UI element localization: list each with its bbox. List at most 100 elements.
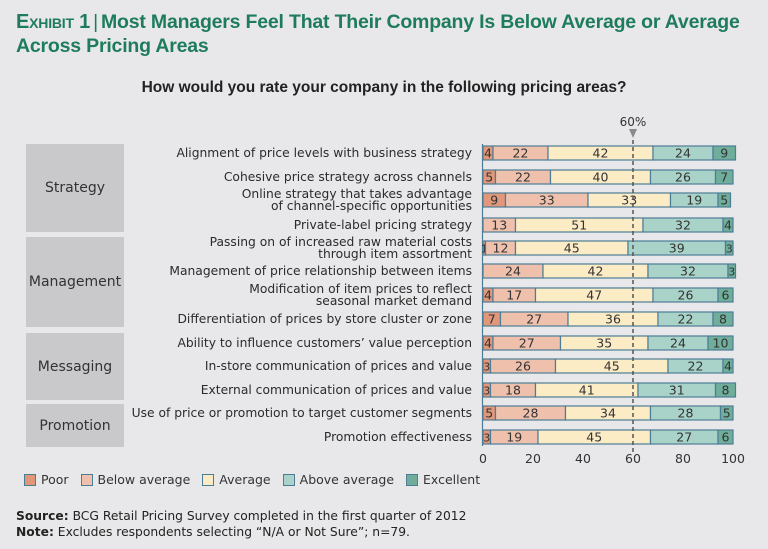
data-label: 5: [720, 193, 728, 208]
footer: Source: BCG Retail Pricing Survey comple…: [16, 508, 466, 540]
data-label: 19: [686, 193, 702, 208]
data-label: 24: [670, 336, 686, 351]
bar-segment-excellent: [717, 429, 734, 445]
row-label: Alignment of price levels with business …: [176, 147, 472, 159]
data-label: 17: [506, 288, 522, 303]
data-label: 6: [722, 430, 730, 445]
bar-segment-excellent: [714, 169, 734, 185]
legend-label: Excellent: [423, 472, 481, 487]
data-label: 32: [680, 264, 696, 279]
legend-label: Above average: [299, 472, 395, 487]
chart-question: How would you rate your company in the f…: [141, 79, 627, 96]
legend-swatch-average: [202, 473, 215, 486]
data-label: 7: [720, 170, 728, 185]
data-label: 28: [678, 406, 694, 421]
data-label: 7: [488, 312, 496, 327]
note-label: Note:: [16, 525, 54, 539]
row-label-line: seasonal market demand: [315, 294, 472, 308]
row-label-line: Ability to influence customers’ value pe…: [177, 336, 472, 350]
data-label: 26: [678, 288, 694, 303]
legend-swatch-excellent: [406, 473, 419, 486]
data-label: 27: [519, 336, 535, 351]
data-label: 18: [505, 383, 521, 398]
bar-segment-excellent: [712, 311, 734, 327]
data-label: 22: [515, 170, 531, 185]
data-label: 32: [675, 218, 691, 233]
data-label: 22: [678, 312, 694, 327]
data-label: 4: [484, 146, 492, 161]
bar-segment-excellent: [712, 145, 737, 161]
exhibit-title-text: Most Managers Feel That Their Company Is…: [16, 11, 740, 57]
group-box-management: Management: [26, 237, 124, 327]
x-tick-label: 60: [625, 451, 641, 466]
x-tick-label: 0: [479, 451, 487, 466]
row-label: In-store communication of prices and val…: [205, 360, 472, 372]
data-label: 3: [483, 361, 490, 374]
source-text: BCG Retail Pricing Survey completed in t…: [68, 509, 467, 523]
legend-item-average: Average: [202, 472, 271, 487]
x-tick-label: 80: [675, 451, 691, 466]
reference-line-label: 60%: [620, 115, 647, 129]
data-label: 4: [724, 218, 732, 233]
data-label: 8: [722, 383, 730, 398]
row-label-line: Passing on of increased raw material cos…: [209, 235, 472, 249]
data-label: 51: [571, 218, 587, 233]
bar-segment-excellent: [717, 287, 734, 303]
data-label: 24: [675, 146, 691, 161]
row-label-line: Use of price or promotion to target cust…: [131, 406, 472, 420]
data-label: 42: [588, 264, 604, 279]
legend-swatch-poor: [24, 473, 36, 486]
source-label: Source:: [16, 509, 69, 523]
legend-item-poor: Poor: [24, 472, 69, 487]
legend-label: Poor: [41, 472, 69, 487]
data-label: 45: [564, 241, 580, 256]
group-label: Management: [28, 274, 122, 290]
data-label: 12: [493, 241, 509, 256]
row-label-line: Differentiation of prices by store clust…: [177, 312, 472, 326]
row-label: External communication of prices and val…: [201, 384, 472, 396]
source-note: Source: BCG Retail Pricing Survey comple…: [16, 508, 466, 524]
data-label: 5: [485, 406, 493, 421]
bar-segment-excellent: [719, 405, 734, 421]
row-label-line: through item assortment: [318, 247, 472, 261]
row-label: Cohesive price strategy across channels: [224, 171, 472, 183]
legend-item-above-average: Above average: [282, 472, 395, 487]
row-label-line: In-store communication of prices and val…: [204, 359, 472, 373]
data-label: 3: [728, 266, 735, 279]
data-label: 22: [513, 146, 529, 161]
data-label: 9: [490, 193, 498, 208]
row-label: Private-label pricing strategy: [294, 219, 472, 231]
row-label-line: of channel-specific opportunities: [271, 199, 472, 213]
group-box-strategy: Strategy: [26, 144, 124, 232]
row-label-line: Online strategy that takes advantage: [241, 187, 472, 201]
row-label-line: External communication of prices and val…: [200, 383, 472, 397]
bar-segment-excellent: [727, 263, 737, 279]
note: Note: Excludes respondents selecting “N/…: [16, 524, 466, 540]
bar-segment-excellent: [722, 217, 734, 233]
data-label: 35: [596, 336, 612, 351]
data-label: 33: [539, 193, 555, 208]
data-label: 45: [604, 359, 620, 374]
data-label: 24: [505, 264, 521, 279]
row-label: Differentiation of prices by store clust…: [177, 313, 472, 325]
note-text: Excludes respondents selecting “N/A or N…: [53, 525, 410, 539]
data-label: 40: [593, 170, 609, 185]
bar-segment-excellent: [724, 240, 734, 256]
data-label: 39: [669, 241, 685, 256]
row-label-line: Promotion effectiveness: [323, 430, 472, 444]
data-label: 45: [586, 430, 602, 445]
data-label: 26: [515, 359, 531, 374]
data-label: 36: [605, 312, 621, 327]
data-label: 9: [720, 146, 728, 161]
legend-label: Average: [219, 472, 271, 487]
row-label: Promotion effectiveness: [324, 431, 472, 443]
data-label: 10: [713, 336, 729, 351]
data-label: 5: [485, 170, 493, 185]
data-label: 26: [675, 170, 691, 185]
data-label: 4: [724, 359, 732, 374]
row-label: Management of price relationship between…: [169, 265, 472, 277]
legend-swatch-below-average: [80, 473, 93, 486]
title-separator: |: [93, 11, 98, 33]
legend-item-below-average: Below average: [80, 472, 190, 487]
data-label: 27: [526, 312, 542, 327]
